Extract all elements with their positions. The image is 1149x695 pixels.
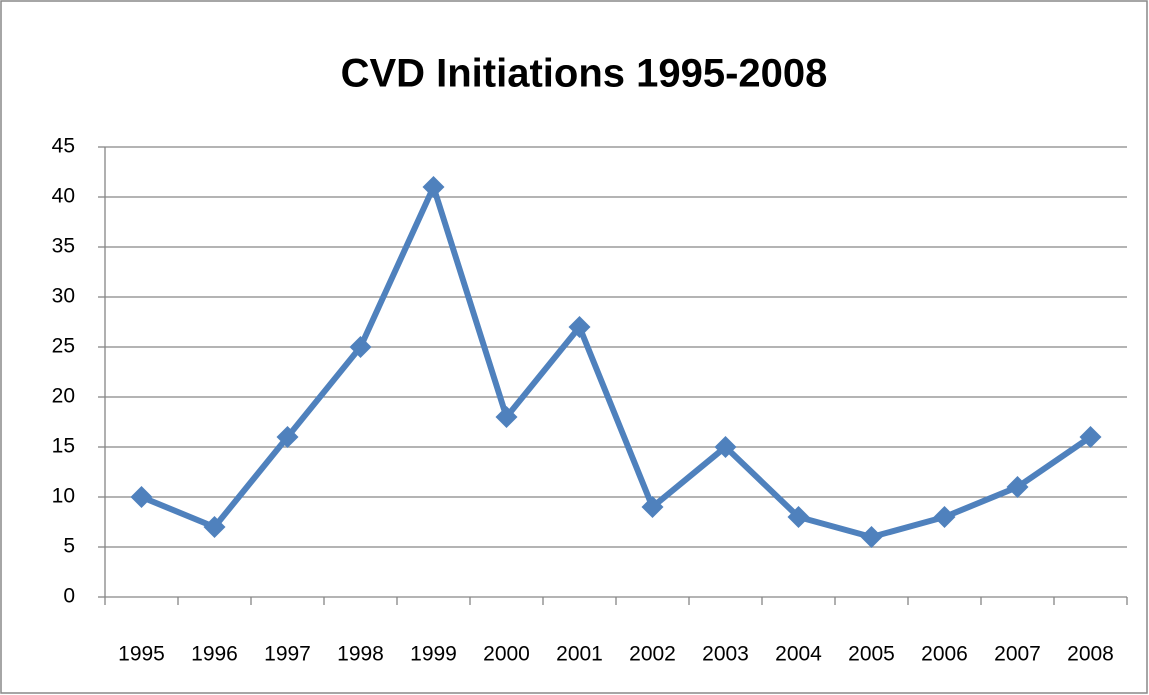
x-tick-label: 2005	[848, 643, 895, 666]
y-tick-label: 0	[63, 585, 75, 608]
y-tick-label: 45	[52, 135, 75, 158]
marker	[568, 316, 591, 338]
marker	[933, 506, 956, 528]
x-tick-label: 1999	[410, 643, 457, 666]
marker	[349, 336, 372, 358]
marker	[641, 496, 664, 518]
x-tick-label: 1997	[264, 643, 311, 666]
x-tick-label: 2008	[1067, 643, 1114, 666]
x-tick-label: 2001	[556, 643, 603, 666]
x-tick-label: 2004	[775, 643, 822, 666]
x-tick-label: 1996	[191, 643, 238, 666]
y-tick-label: 15	[52, 435, 75, 458]
y-tick-label: 20	[52, 385, 75, 408]
marker	[714, 436, 737, 458]
marker	[1079, 426, 1102, 448]
x-tick-label: 2002	[629, 643, 676, 666]
x-tick-label: 2006	[921, 643, 968, 666]
marker	[860, 526, 883, 548]
marker	[276, 426, 299, 448]
y-tick-label: 25	[52, 335, 75, 358]
x-tick-label: 2007	[994, 643, 1041, 666]
marker	[1006, 476, 1029, 498]
y-tick-label: 30	[52, 285, 75, 308]
marker	[495, 406, 518, 428]
y-tick-label: 35	[52, 235, 75, 258]
chart-title: CVD Initiations 1995-2008	[341, 52, 828, 96]
marker	[787, 506, 810, 528]
marker	[130, 486, 153, 508]
x-tick-label: 2000	[483, 643, 530, 666]
x-tick-label: 1998	[337, 643, 384, 666]
marker	[422, 176, 445, 198]
y-tick-label: 40	[52, 185, 75, 208]
x-tick-label: 2003	[702, 643, 749, 666]
line	[140, 184, 1093, 540]
x-tick-label: 1995	[118, 643, 165, 666]
marker	[203, 516, 226, 538]
y-tick-label: 10	[52, 485, 75, 508]
y-tick-label: 5	[63, 535, 75, 558]
